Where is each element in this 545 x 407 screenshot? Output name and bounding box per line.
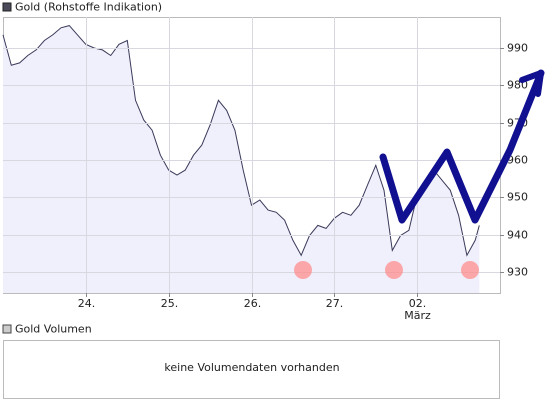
x-tick-label: 24. (78, 297, 96, 310)
x-tick-label: 27. (326, 297, 344, 310)
area (3, 25, 480, 293)
volume-panel (3, 340, 500, 399)
highlight-circle (461, 261, 479, 279)
y-tick-label: 990 (507, 42, 528, 55)
drawing-overlay (294, 69, 545, 279)
line (2, 25, 480, 257)
y-tick-label: 960 (507, 154, 528, 167)
x-month-label: März (404, 309, 431, 322)
y-tick-label: 930 (507, 266, 528, 279)
highlight-circle (385, 261, 403, 279)
volume-title: Gold Volumen (15, 323, 92, 336)
arrow-head (519, 70, 544, 97)
legend-swatch (2, 2, 12, 12)
x-tick-label: 26. (244, 297, 262, 310)
drawn-arrow (379, 69, 545, 224)
y-tick-label: 950 (507, 191, 528, 204)
legend-entry: Gold (Rohstoffe Indikation) (15, 1, 162, 14)
legend-swatch (2, 324, 12, 334)
volume-message: keine Volumendaten vorhanden (164, 361, 339, 374)
x-tick-label: 25. (161, 297, 179, 310)
y-tick-label: 940 (507, 229, 528, 242)
x-tick-label: 02. (409, 297, 427, 310)
highlight-circle (294, 261, 312, 279)
